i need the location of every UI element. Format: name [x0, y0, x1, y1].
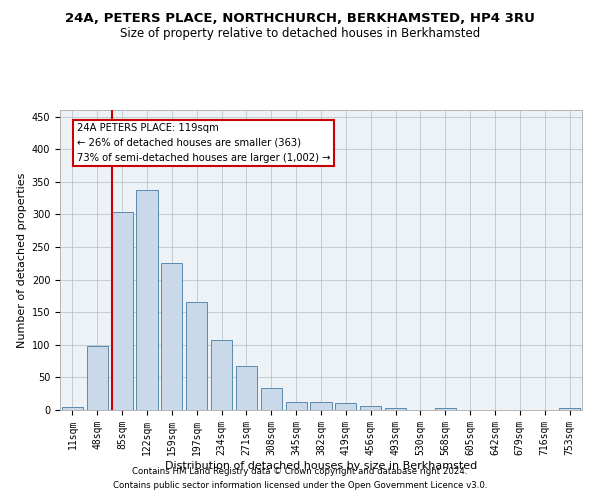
Bar: [360, 406, 381, 410]
Bar: [236, 366, 257, 410]
Bar: [112, 212, 133, 410]
Text: Contains public sector information licensed under the Open Government Licence v3: Contains public sector information licen…: [113, 481, 487, 490]
X-axis label: Distribution of detached houses by size in Berkhamsted: Distribution of detached houses by size …: [165, 460, 477, 470]
Bar: [211, 340, 232, 410]
Bar: [435, 408, 456, 410]
Bar: [186, 302, 207, 410]
Text: Contains HM Land Registry data © Crown copyright and database right 2024.: Contains HM Land Registry data © Crown c…: [132, 467, 468, 476]
Bar: [286, 402, 307, 410]
Bar: [335, 404, 356, 410]
Bar: [261, 388, 282, 410]
Bar: [385, 408, 406, 410]
Y-axis label: Number of detached properties: Number of detached properties: [17, 172, 28, 348]
Bar: [559, 408, 580, 410]
Bar: [136, 190, 158, 410]
Bar: [310, 402, 332, 410]
Text: Size of property relative to detached houses in Berkhamsted: Size of property relative to detached ho…: [120, 28, 480, 40]
Bar: [62, 406, 83, 410]
Bar: [161, 264, 182, 410]
Text: 24A PETERS PLACE: 119sqm
← 26% of detached houses are smaller (363)
73% of semi-: 24A PETERS PLACE: 119sqm ← 26% of detach…: [77, 123, 331, 162]
Bar: [87, 346, 108, 410]
Text: 24A, PETERS PLACE, NORTHCHURCH, BERKHAMSTED, HP4 3RU: 24A, PETERS PLACE, NORTHCHURCH, BERKHAMS…: [65, 12, 535, 26]
